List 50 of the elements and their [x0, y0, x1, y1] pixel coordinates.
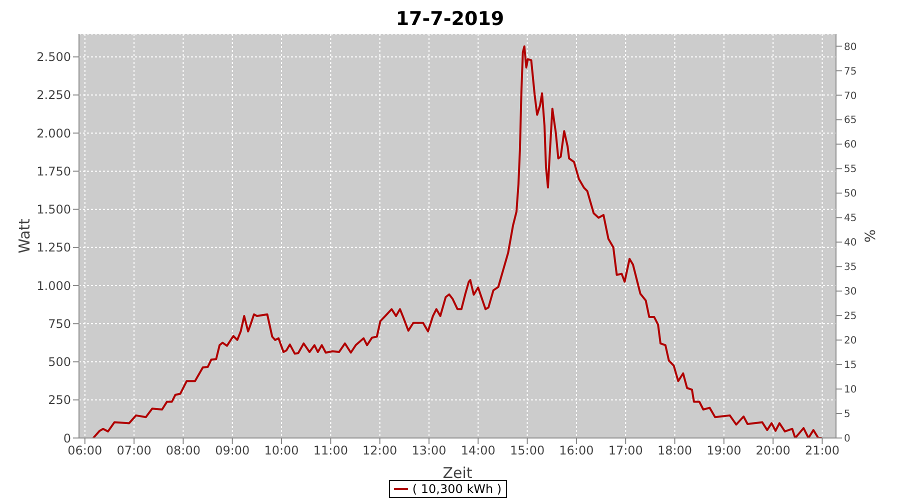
y2-tick-label: 10 [844, 384, 857, 396]
y2-axis-title: % [862, 229, 879, 243]
y2-tick-label: 75 [844, 66, 857, 78]
x-tick-label: 07:00 [116, 444, 152, 458]
y-tick-label: 500 [48, 355, 71, 370]
legend-label: ( 10,300 kWh ) [412, 482, 502, 496]
x-tick-label: 14:00 [460, 444, 496, 458]
x-tick-label: 21:00 [804, 444, 840, 458]
y2-tick-label: 65 [844, 115, 857, 126]
y2-tick-label: 80 [844, 42, 857, 53]
y2-tick-label: 20 [844, 336, 857, 347]
y2-tick-label: 50 [844, 188, 857, 200]
y2-tick-label: 15 [844, 360, 857, 372]
x-tick-label: 18:00 [657, 444, 692, 458]
x-tick-label: 12:00 [362, 444, 398, 458]
y2-tick-label: 70 [844, 90, 857, 102]
y-tick-label: 2.500 [36, 50, 71, 64]
y-tick-label: 750 [48, 316, 71, 331]
y-tick-label: 1.000 [36, 278, 71, 293]
x-axis-title: Zeit [442, 464, 472, 482]
y-tick-label: 0 [63, 431, 71, 446]
x-tick-label: 20:00 [756, 444, 790, 458]
line-series [92, 45, 823, 438]
y-tick-label: 250 [48, 393, 71, 408]
y2-tick-label: 60 [844, 140, 857, 151]
x-tick-label: 13:00 [412, 444, 446, 458]
y2-tick-label: 30 [844, 286, 857, 298]
y2-tick-label: 0 [844, 434, 850, 445]
x-tick-label: 11:00 [313, 444, 348, 458]
x-tick-label: 17:00 [608, 444, 643, 458]
y-tick-label: 1.750 [36, 164, 71, 178]
y2-tick-label: 45 [844, 213, 857, 224]
y2-tick-label: 40 [844, 238, 857, 249]
x-tick-label: 10:00 [264, 444, 299, 458]
y-tick-label: 2.250 [36, 88, 71, 102]
y-tick-label: 2.000 [36, 126, 71, 140]
x-tick-label: 09:00 [215, 444, 250, 458]
x-tick-label: 19:00 [706, 444, 742, 458]
y-axis-title: Watt [15, 218, 34, 254]
y2-tick-label: 25 [844, 311, 857, 322]
y-tick-label: 1.500 [36, 202, 71, 217]
y2-tick-label: 5 [844, 409, 850, 420]
x-tick-label: 16:00 [559, 444, 594, 458]
y2-tick-label: 35 [844, 262, 857, 274]
x-tick-label: 08:00 [166, 444, 201, 458]
y-tick-label: 1.250 [36, 240, 71, 255]
x-tick-label: 15:00 [510, 444, 545, 458]
y2-tick-label: 55 [844, 164, 857, 176]
chart-title: 17-7-2019 [394, 8, 506, 32]
x-tick-label: 06:00 [68, 444, 102, 458]
